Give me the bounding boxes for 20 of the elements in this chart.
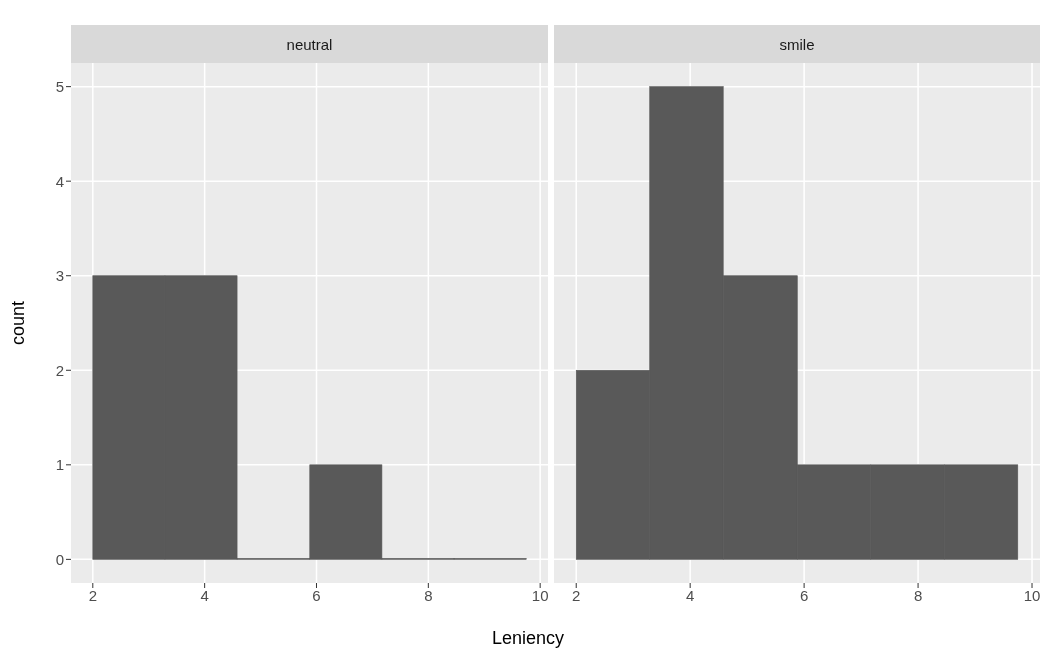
x-tick-label: 8	[424, 586, 433, 604]
y-tick-label: 4	[55, 172, 64, 190]
chart-title: neutral	[71, 25, 548, 63]
x-tick-label: 4	[686, 586, 695, 604]
x-tick-label: 6	[799, 586, 809, 604]
x-tick-label: 10	[531, 586, 549, 604]
x-tick-label: 4	[200, 586, 209, 604]
chart-title: smile	[554, 25, 1040, 63]
x-tick-label: 6	[312, 586, 321, 604]
x-axis-title: Leniency	[490, 628, 566, 649]
x-tick-label: 8	[913, 586, 923, 604]
y-tick-label: 5	[55, 77, 64, 95]
x-tick-label: 2	[88, 586, 97, 604]
x-tick-label: 2	[572, 586, 581, 604]
y-axis-title: count	[8, 300, 29, 346]
y-tick-label: 3	[55, 267, 64, 285]
x-tick-label: 10	[1023, 586, 1041, 604]
y-tick-label: 1	[55, 456, 64, 474]
y-tick-label: 0	[55, 550, 64, 568]
y-tick-label: 2	[55, 361, 64, 379]
